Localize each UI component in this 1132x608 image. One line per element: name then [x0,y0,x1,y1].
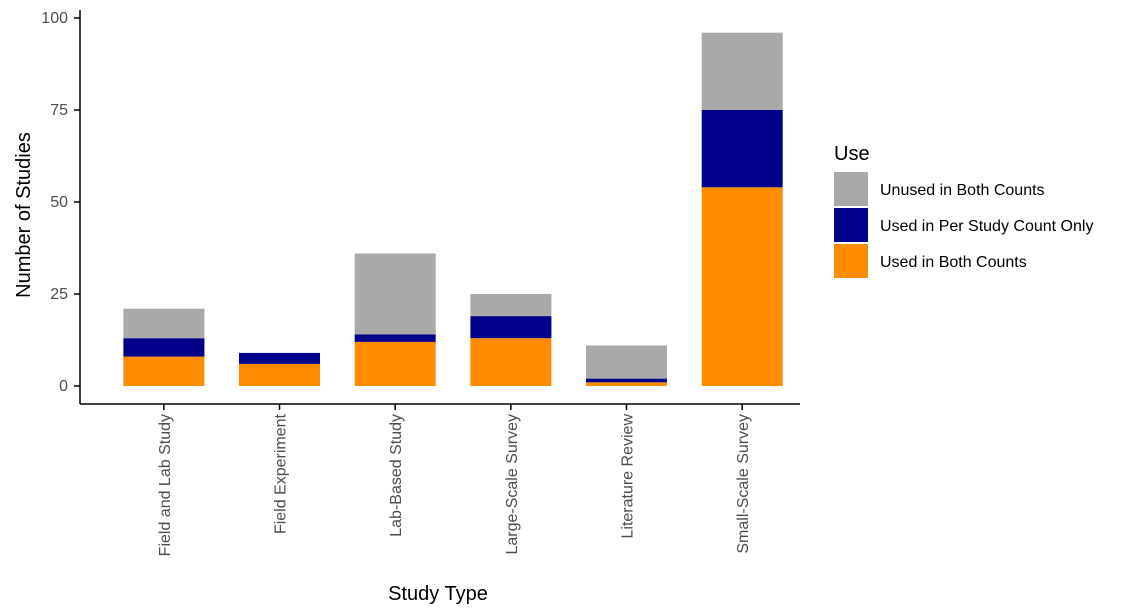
bar-segment [586,382,667,386]
bar-segment [701,110,783,188]
x-tick-label: Large-Scale Survey [504,414,521,555]
y-tick-label: 50 [50,194,68,211]
x-axis-title: Study Type [388,583,488,605]
legend-swatch [834,172,868,206]
bar-segment [123,308,205,339]
y-axis-title: Number of Studies [13,132,35,298]
y-tick-label: 25 [50,286,68,303]
bar-segment [354,334,436,342]
bar-segment [701,32,783,111]
x-tick-label: Field Experiment [273,413,290,534]
legend-label: Used in Both Counts [880,254,1027,271]
bar-segment [586,345,667,379]
legend-title: Use [834,143,870,165]
y-axis-ticks: 0 25 50 75 100 [41,10,80,395]
bar-segment [470,338,552,386]
y-tick-label: 100 [41,10,68,27]
bar-segment [123,356,205,386]
x-tick-label: Small-Scale Survey [735,414,752,554]
legend-swatch [834,208,868,242]
legend-label: Used in Per Study Count Only [880,218,1093,235]
bar-segment [239,363,320,386]
bar-segment [586,378,667,383]
x-tick-label: Field and Lab Study [157,414,174,556]
y-tick-label: 0 [59,378,68,395]
bar-segment [123,338,205,357]
bar-segment [470,294,552,317]
x-tick-label: Lab-Based Study [388,414,405,537]
bar-segment [470,316,552,339]
bar-segment [354,253,436,335]
bar-segment [701,187,783,386]
x-axis-ticks: Field and Lab Study Field Experiment Lab-B… [157,404,752,556]
legend: Use Unused in Both Counts Used in Per Stu… [834,143,1093,278]
bar-segment [354,341,436,386]
legend-label: Unused in Both Counts [880,182,1045,199]
bar-segment [239,352,320,364]
legend-swatch [834,244,868,278]
y-tick-label: 75 [50,102,68,119]
bars-layer [123,32,783,386]
x-tick-label: Literature Review [620,414,637,539]
